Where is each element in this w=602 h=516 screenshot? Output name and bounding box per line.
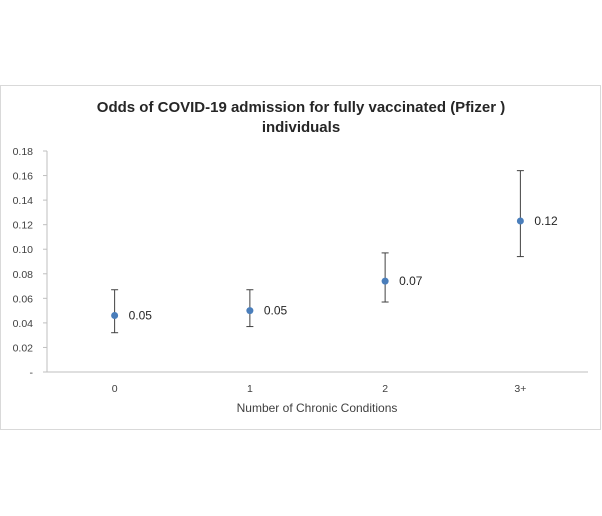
data-labels: 0.05 0.05 0.07 0.12 [129,214,558,323]
y-tick-label: 0.12 [13,220,34,232]
x-axis-ticks: 0 1 2 3+ [112,383,527,395]
chart-title-line-2: individuals [262,119,340,136]
data-points [111,217,524,320]
data-label: 0.12 [534,214,558,228]
x-tick-label: 2 [382,383,388,395]
y-tick-label: 0.02 [13,342,34,354]
chart-svg: Odds of COVID-19 admission for fully vac… [13,99,588,415]
data-point [381,277,389,285]
data-point [111,312,119,320]
data-label: 0.05 [264,304,288,318]
chart-title-line-1: Odds of COVID-19 admission for fully vac… [97,99,505,116]
y-tick-label: - [30,367,34,379]
data-label: 0.05 [129,309,153,323]
y-tick-label: 0.18 [13,146,34,158]
x-tick-label: 0 [112,383,118,395]
error-bars [111,170,524,334]
axes [46,151,588,373]
x-tick-label: 1 [247,383,253,395]
y-tick-label: 0.06 [13,293,34,305]
y-tick-label: 0.14 [13,195,34,207]
chart-title: Odds of COVID-19 admission for fully vac… [97,99,505,136]
data-point [246,307,254,315]
y-tick-label: 0.10 [13,244,34,256]
y-tick-label: 0.04 [13,318,34,330]
y-axis-ticks: - 0.02 0.04 0.06 0.08 0.10 0.12 0.14 0.16 0.18 [13,146,47,379]
data-label: 0.07 [399,274,423,288]
x-axis-title: Number of Chronic Conditions [237,401,398,415]
y-tick-label: 0.08 [13,269,34,281]
x-tick-label: 3+ [514,383,526,395]
chart-frame: Odds of COVID-19 admission for fully vac… [0,85,601,430]
y-tick-label: 0.16 [13,171,34,183]
data-point [516,217,524,225]
